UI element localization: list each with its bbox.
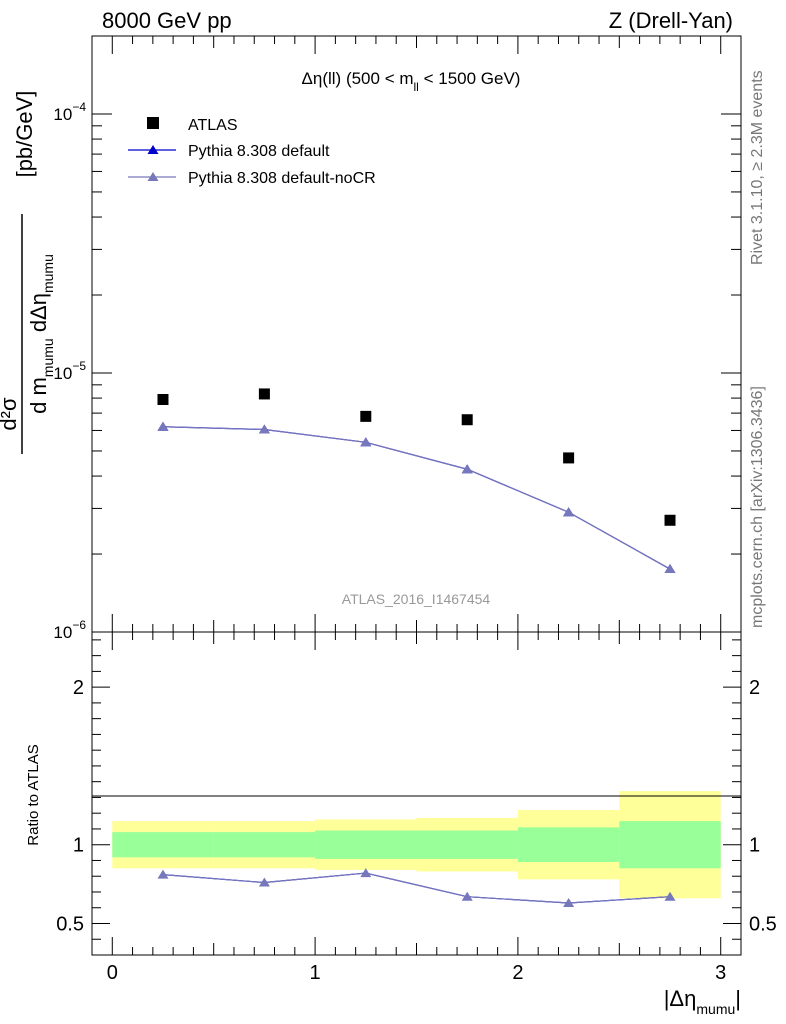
ratio-y-tick-label-left: 1 — [73, 835, 84, 857]
nocr-point — [258, 424, 270, 434]
plot-title: Δη(ll) (500 < mll < 1500 GeV) — [302, 69, 521, 94]
main-y-tick-label: 10−5 — [53, 359, 86, 383]
legend-marker-default — [147, 145, 159, 154]
nocr-point — [664, 564, 676, 574]
main-series — [157, 388, 676, 574]
nocr-point — [461, 464, 473, 474]
legend-marker-atlas — [147, 117, 159, 129]
ratio-point — [664, 891, 676, 901]
header-right: Z (Drell-Yan) — [609, 8, 733, 33]
y-label-denominator: d mmumu dΔηmumu — [26, 254, 56, 414]
ratio-nocr-line — [162, 872, 671, 904]
ratio-series — [157, 868, 676, 908]
main-y-label: d mmumu dΔηmumu d²σ [pb/GeV] — [0, 91, 56, 454]
ratio-band-inner — [517, 827, 620, 863]
ratio-axis-ticks: 0.5 0.5 1 1 2 2 0 1 2 3 — [56, 632, 777, 984]
x-tick-label: 1 — [310, 962, 321, 984]
atlas-point — [258, 388, 270, 400]
ratio-point — [461, 891, 473, 901]
ratio-y-tick-label-left: 0.5 — [56, 913, 84, 935]
ratio-point — [360, 868, 372, 878]
ratio-y-tick-label-left: 2 — [73, 677, 84, 699]
analysis-watermark: ATLAS_2016_I1467454 — [342, 591, 491, 607]
ratio-bands — [112, 791, 721, 899]
ratio-y-tick-label-right: 2 — [749, 677, 760, 699]
ratio-band-inner — [112, 832, 214, 858]
nocr-line — [162, 426, 671, 570]
atlas-point — [360, 410, 372, 422]
y-label-unit: [pb/GeV] — [12, 91, 37, 178]
legend-label-nocr: Pythia 8.308 default-noCR — [188, 170, 376, 187]
x-tick-label: 2 — [512, 962, 523, 984]
ratio-point — [258, 877, 270, 887]
ratio-point — [157, 869, 169, 879]
ratio-band-inner — [416, 830, 518, 859]
legend: ATLAS Pythia 8.308 default Pythia 8.308 … — [128, 117, 376, 187]
legend-marker-nocr — [147, 172, 159, 181]
rivet-label: Rivet 3.1.10, ≥ 2.3M events — [749, 70, 766, 265]
ratio-y-tick-label-right: 1 — [749, 835, 760, 857]
nocr-point — [157, 421, 169, 431]
y-label-numerator: d²σ — [0, 397, 21, 431]
atlas-point — [157, 394, 169, 406]
main-axis-ticks: 10−6 10−5 10−4 — [53, 35, 741, 642]
ratio-band-inner — [315, 830, 417, 859]
atlas-point — [563, 452, 575, 464]
legend-label-default: Pythia 8.308 default — [188, 143, 330, 160]
mcplots-label: mcplots.cern.ch [arXiv:1306.3436] — [749, 386, 766, 628]
ratio-y-tick-label-right: 0.5 — [749, 913, 777, 935]
x-axis-label: |Δηmumu| — [664, 986, 741, 1017]
nocr-point — [360, 437, 372, 447]
x-tick-label: 3 — [715, 962, 726, 984]
x-tick-label: 0 — [107, 962, 118, 984]
ratio-point — [563, 898, 575, 908]
legend-label-atlas: ATLAS — [188, 117, 238, 134]
ratio-y-label: Ratio to ATLAS — [25, 744, 42, 845]
main-y-tick-label: 10−6 — [53, 618, 86, 642]
atlas-point — [461, 414, 473, 426]
ratio-band-inner — [619, 821, 721, 869]
atlas-point — [664, 514, 676, 526]
default-line — [162, 426, 671, 570]
header-left: 8000 GeV pp — [102, 8, 232, 33]
main-y-tick-label: 10−4 — [53, 100, 86, 124]
ratio-band-inner — [213, 832, 316, 858]
nocr-point — [563, 507, 575, 517]
ratio-panel: 0.5 0.5 1 1 2 2 0 1 2 3 — [56, 631, 777, 984]
main-panel: 10−6 10−5 10−4 Δη(ll) (500 < mll < 1500 Ge… — [53, 35, 742, 642]
